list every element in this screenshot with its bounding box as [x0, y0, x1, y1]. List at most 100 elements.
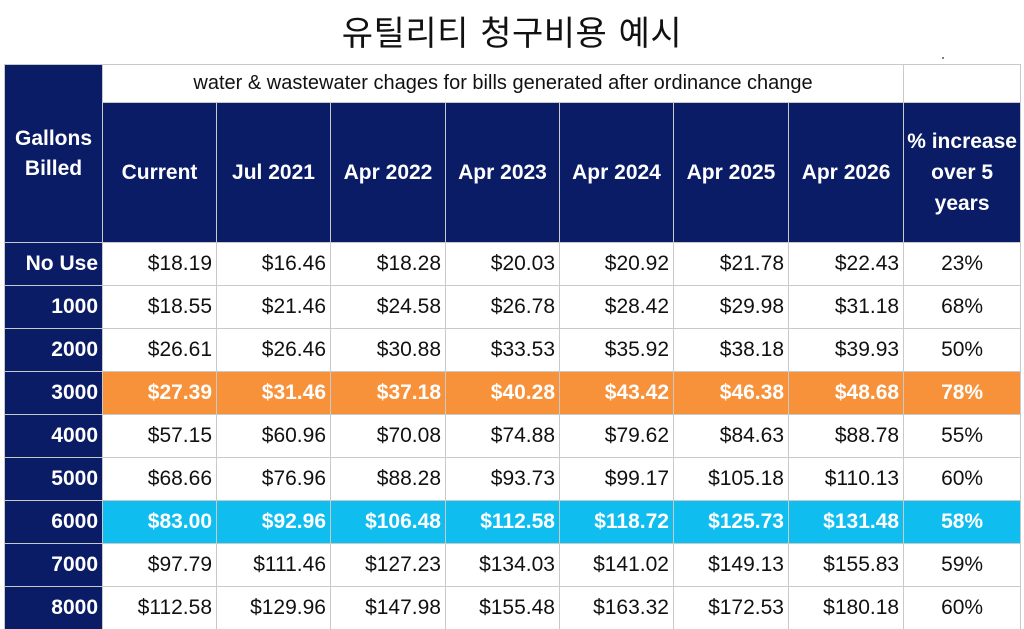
row-label: 8000: [4, 586, 103, 629]
charge-cell: $27.39: [102, 371, 217, 415]
column-header: Apr 2026: [787, 102, 905, 243]
charge-cell: $39.93: [787, 328, 905, 372]
charge-cell: $155.48: [445, 586, 560, 629]
row-label: 2000: [4, 328, 103, 372]
charge-cell: $163.32: [559, 586, 674, 629]
table-row: 4000 $57.15 $60.96 $70.08 $74.88 $79.62 $84.63…: [4, 414, 1022, 458]
charge-cell: $24.58: [330, 285, 446, 329]
column-header: Apr 2025: [673, 102, 789, 243]
charge-cell: $43.42: [559, 371, 674, 415]
charge-cell: $16.46: [216, 242, 331, 286]
row-label: 6000: [4, 500, 103, 544]
charge-cell: $31.46: [216, 371, 331, 415]
charge-cell: $68.66: [102, 457, 217, 501]
charge-cell: $149.13: [673, 543, 789, 587]
charge-cell: $60.96: [216, 414, 331, 458]
pct-increase-cell: 55%: [903, 414, 1022, 458]
stray-dot: [942, 57, 944, 59]
charge-cell: $125.73: [673, 500, 789, 544]
table-row: 7000 $97.79 $111.46 $127.23 $134.03 $141.02 $1…: [4, 543, 1022, 587]
column-header: Apr 2023: [445, 102, 560, 243]
charge-cell: $70.08: [330, 414, 446, 458]
charge-cell: $97.79: [102, 543, 217, 587]
charge-cell: $31.18: [787, 285, 905, 329]
charge-cell: $57.15: [102, 414, 217, 458]
charge-cell: $26.46: [216, 328, 331, 372]
charge-cell: $40.28: [445, 371, 560, 415]
table-body: No Use $18.19 $16.46 $18.28 $20.03 $20.92 $21.…: [4, 242, 1022, 629]
table-subtitle: water & wastewater chages for bills gene…: [101, 64, 905, 103]
charge-cell: $172.53: [673, 586, 789, 629]
page-title: 유틸리티 청구비용 예시: [341, 14, 683, 54]
charge-cell: $99.17: [559, 457, 674, 501]
charge-cell: $21.46: [216, 285, 331, 329]
charge-cell: $35.92: [559, 328, 674, 372]
pct-increase-cell: 60%: [903, 586, 1022, 629]
charge-cell: $37.18: [330, 371, 446, 415]
charge-cell: $131.48: [787, 500, 905, 544]
pct-increase-cell: 68%: [903, 285, 1022, 329]
charge-cell: $74.88: [445, 414, 560, 458]
charge-cell: $93.73: [445, 457, 560, 501]
charge-cell: $88.28: [330, 457, 446, 501]
pct-increase-cell: 78%: [903, 371, 1022, 415]
table-row: 1000 $18.55 $21.46 $24.58 $26.78 $28.42 $29.98…: [4, 285, 1022, 329]
charge-cell: $112.58: [102, 586, 217, 629]
pct-increase-cell: 59%: [903, 543, 1022, 587]
blank-cell: [903, 64, 1022, 103]
charge-cell: $20.03: [445, 242, 560, 286]
pct-increase-cell: 58%: [903, 500, 1022, 544]
charge-cell: $106.48: [330, 500, 446, 544]
charge-cell: $134.03: [445, 543, 560, 587]
charge-cell: $26.61: [102, 328, 217, 372]
row-label: 4000: [4, 414, 103, 458]
charge-cell: $20.92: [559, 242, 674, 286]
charge-cell: $141.02: [559, 543, 674, 587]
charge-cell: $18.55: [102, 285, 217, 329]
charge-cell: $18.19: [102, 242, 217, 286]
table-row: 2000 $26.61 $26.46 $30.88 $33.53 $35.92 $38.18…: [4, 328, 1022, 372]
charge-cell: $28.42: [559, 285, 674, 329]
column-header: Current: [102, 102, 217, 243]
table-row: 6000 $83.00 $92.96 $106.48 $112.58 $118.72 $12…: [4, 500, 1022, 544]
charge-cell: $92.96: [216, 500, 331, 544]
table-row: 3000 $27.39 $31.46 $37.18 $40.28 $43.42 $46.38…: [4, 371, 1022, 415]
pct-increase-cell: 23%: [903, 242, 1022, 286]
charge-cell: $180.18: [787, 586, 905, 629]
charge-cell: $30.88: [330, 328, 446, 372]
charge-cell: $129.96: [216, 586, 331, 629]
charge-cell: $48.68: [787, 371, 905, 415]
charge-cell: $105.18: [673, 457, 789, 501]
charge-cell: $84.63: [673, 414, 789, 458]
column-header: Apr 2022: [330, 102, 446, 243]
pct-increase-cell: 50%: [903, 328, 1022, 372]
row-label: No Use: [4, 242, 103, 286]
table-row: No Use $18.19 $16.46 $18.28 $20.03 $20.92 $21.…: [4, 242, 1022, 286]
subtitle-row: Gallons Billed water & wastewater chages…: [4, 64, 1022, 243]
charge-cell: $127.23: [330, 543, 446, 587]
charge-cell: $83.00: [102, 500, 217, 544]
charge-cell: $26.78: [445, 285, 560, 329]
charge-cell: $155.83: [787, 543, 905, 587]
charge-cell: $21.78: [673, 242, 789, 286]
column-header: Jul 2021: [216, 102, 331, 243]
row-label: 3000: [4, 371, 103, 415]
column-header-row: Current Jul 2021 Apr 2022 Apr 2023 Apr 2…: [5, 102, 1022, 243]
charge-cell: $76.96: [216, 457, 331, 501]
table-row: 8000 $112.58 $129.96 $147.98 $155.48 $163.32 $…: [4, 586, 1022, 629]
charge-cell: $118.72: [559, 500, 674, 544]
charge-cell: $46.38: [673, 371, 789, 415]
charge-cell: $79.62: [559, 414, 674, 458]
charge-cell: $88.78: [787, 414, 905, 458]
rates-table: Gallons Billed water & wastewater chages…: [4, 64, 1022, 629]
pct-increase-cell: 60%: [903, 457, 1022, 501]
charge-cell: $33.53: [445, 328, 560, 372]
charge-cell: $110.13: [787, 457, 905, 501]
charge-cell: $38.18: [673, 328, 789, 372]
column-header: Apr 2024: [559, 102, 674, 243]
row-label: 5000: [4, 457, 103, 501]
charge-cell: $147.98: [330, 586, 446, 629]
charge-cell: $111.46: [216, 543, 331, 587]
table-row: 5000 $68.66 $76.96 $88.28 $93.73 $99.17 $105.1…: [4, 457, 1022, 501]
